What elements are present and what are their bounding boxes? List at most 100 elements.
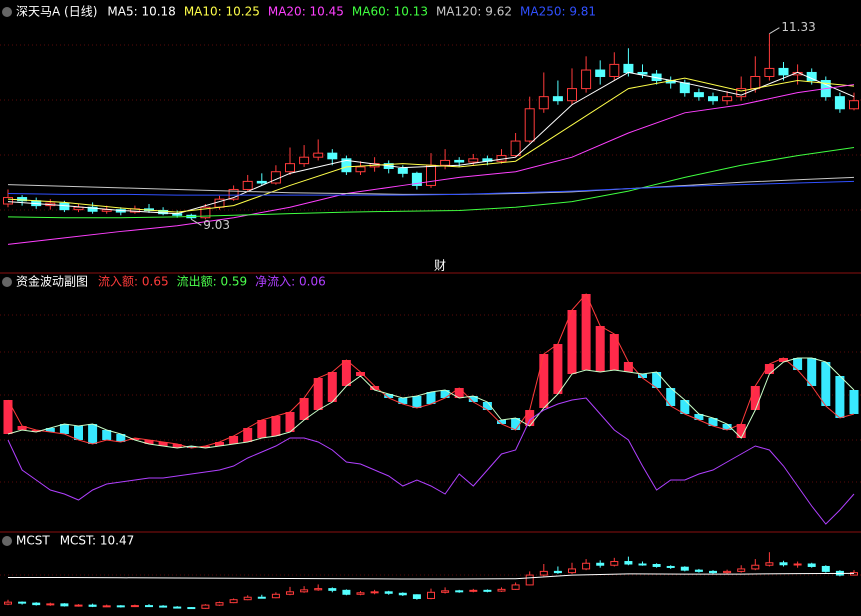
candle-body [59, 202, 70, 211]
flow-bar [313, 378, 323, 410]
candle-body [411, 172, 422, 186]
flow-bar [341, 360, 351, 386]
flow-bar [694, 414, 704, 420]
flow-bar [257, 420, 267, 438]
candle-body [397, 167, 408, 174]
candle-body [778, 67, 789, 76]
candle-body [229, 599, 238, 604]
candle-body [708, 96, 718, 102]
candle-body [32, 602, 41, 606]
legend-entry: MA250: 9.81 [520, 5, 596, 19]
candle-body [596, 562, 605, 566]
flow-bar [750, 386, 760, 410]
flow-bar [638, 374, 647, 378]
flow-bar [440, 390, 450, 398]
candle-body [623, 63, 634, 73]
legend: 资金波动副图 流入额: 0.65 流出额: 0.59 净流入: 0.06 [16, 274, 326, 289]
candle-body [313, 152, 324, 158]
candle-body [736, 88, 747, 98]
candle-body [737, 568, 746, 572]
chart-title: MCST [16, 534, 50, 548]
candle-body [300, 589, 309, 593]
candle-body [765, 562, 774, 566]
flow-bar [74, 426, 83, 440]
candle-body [18, 601, 27, 604]
line [7, 77, 855, 213]
candle-body [553, 570, 562, 574]
legend-entry: MA120: 9.62 [436, 5, 512, 19]
flow-bar [130, 438, 140, 440]
flow-bar [370, 386, 380, 390]
flow-bar [412, 396, 422, 408]
flow-bar [680, 400, 690, 414]
flow-bar [215, 442, 224, 446]
flow-bar [482, 402, 492, 410]
flow-bar [595, 326, 605, 372]
annotation: 9.03 [203, 218, 230, 232]
candle-body [173, 606, 182, 609]
candle-body [328, 588, 337, 591]
candle-body [581, 69, 592, 90]
candle-body [455, 590, 464, 593]
flow-bar [454, 388, 464, 398]
chart-title: 深天马A (日线) [16, 5, 97, 19]
candle-body [286, 591, 294, 595]
candle-body [807, 563, 816, 567]
legend-entry: MCST: 10.47 [60, 534, 135, 548]
line [7, 293, 855, 449]
candle-body [370, 591, 379, 594]
candle-body [693, 92, 704, 98]
candle-body [538, 96, 549, 110]
flow-bar [327, 372, 337, 402]
candle-body [285, 163, 295, 173]
flow-bar [144, 440, 154, 444]
flow-bar [229, 436, 239, 444]
flow-bar [609, 334, 619, 370]
candle-body [201, 604, 210, 609]
candle-body [524, 108, 535, 142]
flow-bar [116, 434, 126, 442]
flow-bar [849, 390, 859, 414]
flow-bar [835, 376, 845, 418]
candle-body [299, 156, 310, 165]
flow-bar [581, 294, 591, 370]
candle-body [680, 566, 689, 571]
candle-body [750, 75, 761, 90]
candle-body [483, 589, 492, 592]
candle-body [751, 564, 760, 570]
candle-body [497, 588, 506, 592]
flow-bar [511, 418, 521, 430]
candle-body [17, 197, 28, 202]
flow-bar [807, 358, 817, 386]
flow-bar [736, 424, 746, 438]
flow-bar [468, 396, 478, 402]
flow-bar [102, 430, 112, 440]
candle-body [610, 561, 619, 566]
candle-body [454, 159, 465, 163]
candle-body [779, 562, 788, 566]
candle-body [652, 563, 661, 567]
flow-bar [623, 362, 633, 372]
flow-bar [525, 410, 535, 426]
panel-frame [0, 7, 861, 576]
flow-bar [426, 392, 436, 404]
flow-bar [88, 424, 98, 444]
candle-body [624, 561, 633, 565]
candle-body [4, 601, 12, 605]
flow-bar [243, 428, 253, 442]
legend-entry: 净流入: 0.06 [255, 275, 326, 289]
chart-title: 资金波动副图 [16, 274, 88, 289]
flow-bar [779, 358, 788, 362]
candle-body [342, 589, 351, 595]
annotation-leader [191, 218, 202, 226]
candle-body [200, 206, 211, 219]
candle-body [637, 71, 648, 75]
line [8, 572, 855, 580]
flow-bar [722, 424, 732, 430]
candle-body [130, 605, 139, 608]
flow-bar [497, 420, 506, 424]
candle-body [187, 607, 196, 610]
candle-body [525, 574, 534, 586]
